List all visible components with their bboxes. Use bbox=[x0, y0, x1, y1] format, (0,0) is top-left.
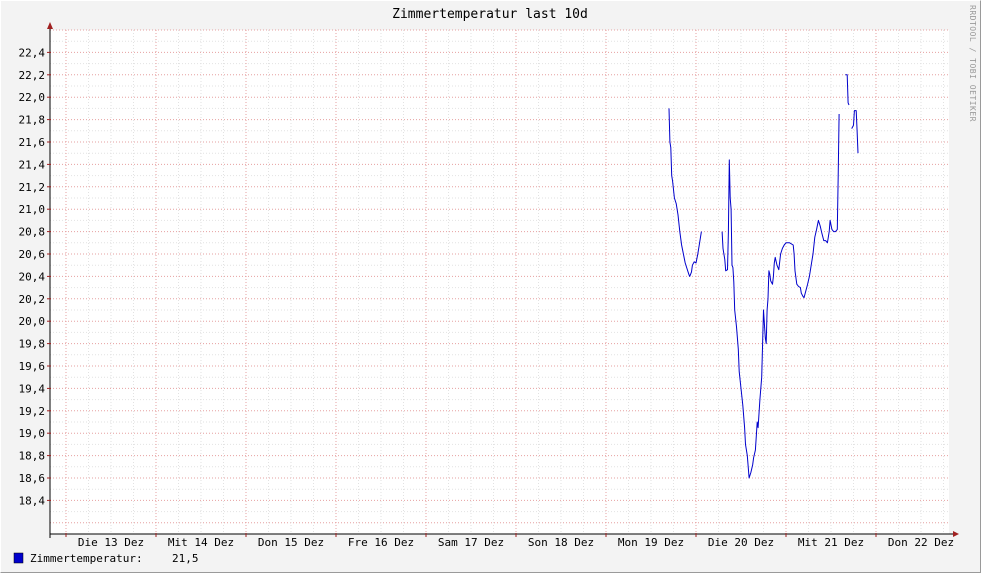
y-axis-arrow bbox=[47, 22, 53, 29]
y-tick-label: 20,4 bbox=[19, 270, 46, 283]
x-tick-label: Don 15 Dez bbox=[258, 536, 324, 549]
y-tick-label: 19,8 bbox=[19, 338, 46, 351]
x-tick-label: Die 20 Dez bbox=[708, 536, 774, 549]
series-layer bbox=[668, 74, 859, 479]
y-tick-label: 20,6 bbox=[19, 248, 46, 261]
x-tick-label: Sam 17 Dez bbox=[438, 536, 504, 549]
y-tick-label: 19,4 bbox=[19, 382, 46, 395]
x-tick-label: Mit 14 Dez bbox=[168, 536, 234, 549]
series-line-segment bbox=[721, 113, 840, 479]
legend-value: 21,5 bbox=[172, 552, 199, 565]
y-tick-label: 21,2 bbox=[19, 181, 46, 194]
y-tick-label: 19,6 bbox=[19, 360, 46, 373]
watermark: RRDTOOL / TOBI OETIKER bbox=[968, 5, 977, 122]
legend-label: Zimmertemperatur: bbox=[30, 552, 143, 565]
y-tick-label: 18,4 bbox=[19, 494, 46, 507]
y-tick-label: 19,0 bbox=[19, 427, 46, 440]
legend-swatch bbox=[13, 552, 24, 564]
series-line-segment bbox=[668, 108, 702, 277]
x-tick-label: Son 18 Dez bbox=[528, 536, 594, 549]
y-tick-label: 21,0 bbox=[19, 203, 46, 216]
y-tick-label: 19,2 bbox=[19, 405, 46, 418]
y-tick-label: 20,0 bbox=[19, 315, 46, 328]
x-axis-arrow bbox=[953, 531, 959, 537]
series-line-segment bbox=[845, 74, 850, 106]
y-tick-labels: 18,4 18,6 18,8 19,0 19,2 19,4 19,6 19,8 20,0 20,2… bbox=[19, 46, 46, 507]
y-tick-label: 18,6 bbox=[19, 472, 46, 485]
x-tick-label: Mit 21 Dez bbox=[798, 536, 864, 549]
axes bbox=[47, 22, 959, 538]
chart-title: Zimmertemperatur last 10d bbox=[392, 7, 588, 22]
y-tick-label: 22,4 bbox=[19, 46, 46, 59]
x-tick-labels: Die 13 Dez Mit 14 Dez Don 15 Dez Fre 16 Dez… bbox=[78, 536, 954, 549]
y-tick-label: 22,2 bbox=[19, 69, 46, 82]
grid bbox=[50, 29, 949, 534]
series-line-segment bbox=[851, 110, 859, 154]
y-tick-label: 21,4 bbox=[19, 158, 46, 171]
plot-area bbox=[50, 30, 949, 534]
x-tick-label: Don 22 Dez bbox=[888, 536, 954, 549]
y-tick-label: 22,0 bbox=[19, 91, 46, 104]
y-tick-label: 20,8 bbox=[19, 226, 46, 239]
x-tick-label: Die 13 Dez bbox=[78, 536, 144, 549]
x-tick-label: Mon 19 Dez bbox=[618, 536, 684, 549]
y-tick-label: 21,8 bbox=[19, 114, 46, 127]
y-tick-label: 21,6 bbox=[19, 136, 46, 149]
y-tick-label: 20,2 bbox=[19, 293, 46, 306]
x-tick-label: Fre 16 Dez bbox=[348, 536, 414, 549]
y-tick-label: 18,8 bbox=[19, 450, 46, 463]
